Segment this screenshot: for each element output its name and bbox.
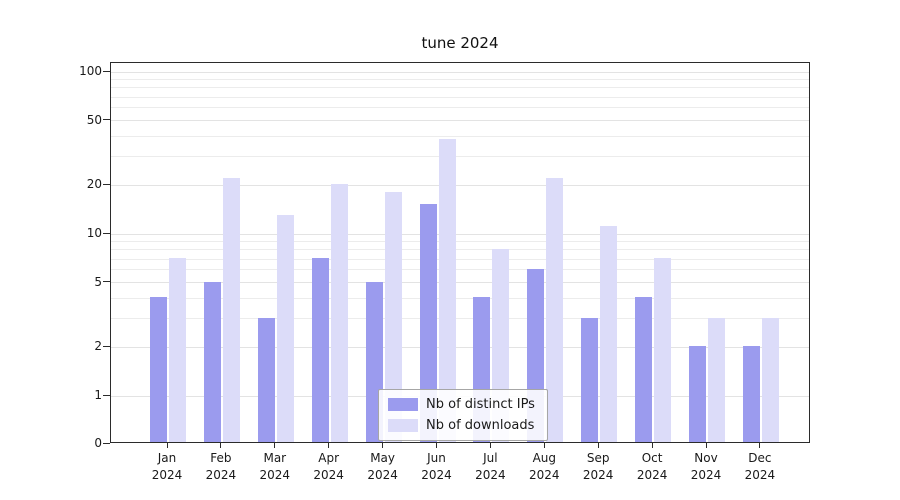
- y-tick-label: 100: [79, 64, 102, 78]
- bar-sep-ips: [581, 317, 599, 442]
- y-tick-label: 2: [94, 339, 102, 354]
- x-tick-mark: [382, 443, 384, 448]
- gridline: [111, 233, 809, 235]
- y-tick-mark: [103, 183, 110, 185]
- bar-oct-downloads: [654, 258, 672, 442]
- gridline: [111, 318, 809, 320]
- y-tick-label: 10: [86, 226, 102, 240]
- x-tick-mark: [597, 443, 599, 448]
- x-tick-label: Jul 2024: [475, 451, 506, 482]
- y-tick-mark: [103, 70, 110, 72]
- bar-may-downloads: [384, 191, 402, 442]
- gridline: [111, 71, 809, 73]
- gridline: [111, 107, 809, 109]
- gridline: [111, 78, 809, 80]
- legend-label-distinct-ips: Nb of distinct IPs: [426, 397, 535, 412]
- plot-area: [110, 62, 810, 443]
- x-tick-label: Oct 2024: [636, 451, 668, 482]
- bar-dec-downloads: [761, 317, 779, 442]
- bar-jun-ips: [419, 204, 437, 442]
- bar-nov-downloads: [708, 317, 725, 442]
- y-tick-label: 0: [94, 436, 102, 450]
- y-tick-mark: [103, 394, 110, 396]
- bar-nov-ips: [689, 346, 706, 442]
- gridline: [111, 346, 809, 348]
- y-tick-mark: [103, 119, 110, 121]
- gridline: [111, 258, 809, 260]
- legend-label-downloads: Nb of downloads: [426, 418, 535, 433]
- x-tick-label: Jun 2024: [421, 451, 452, 482]
- legend-swatch-distinct-ips: [388, 398, 418, 411]
- bar-oct-ips: [635, 297, 653, 442]
- legend-swatch-downloads: [388, 419, 418, 432]
- bar-feb-ips: [203, 281, 221, 442]
- x-tick-mark: [220, 443, 222, 448]
- x-tick-label: Nov 2024: [690, 451, 722, 482]
- x-tick-mark: [705, 443, 707, 448]
- bar-jun-downloads: [438, 139, 456, 442]
- bar-mar-downloads: [276, 214, 294, 442]
- y-tick-label: 5: [94, 274, 102, 289]
- x-tick-mark: [759, 443, 761, 448]
- bar-aug-downloads: [546, 177, 564, 442]
- x-tick-label: May 2024: [367, 451, 398, 482]
- y-tick-mark: [103, 232, 110, 234]
- y-tick-label: 50: [86, 112, 102, 127]
- x-tick-mark: [651, 443, 653, 448]
- y-tick-mark: [103, 345, 110, 347]
- gridline: [111, 96, 809, 98]
- gridline: [111, 156, 809, 158]
- legend: Nb of distinct IPs Nb of downloads: [378, 389, 548, 441]
- gridline: [111, 240, 809, 242]
- x-tick-mark: [489, 443, 491, 448]
- y-tick-mark: [103, 442, 110, 444]
- x-tick-label: Dec 2024: [744, 451, 776, 482]
- x-tick-mark: [166, 443, 168, 448]
- gridline: [111, 297, 809, 299]
- bar-feb-downloads: [222, 177, 240, 442]
- y-tick-label: 1: [94, 388, 102, 402]
- y-tick-label: 20: [86, 177, 102, 192]
- legend-row-downloads: Nb of downloads: [388, 418, 535, 433]
- gridline: [111, 269, 809, 271]
- bar-mar-ips: [257, 317, 275, 442]
- y-tick-mark: [103, 281, 110, 283]
- gridline: [111, 135, 809, 137]
- x-tick-label: Feb 2024: [205, 451, 237, 482]
- bar-apr-downloads: [330, 184, 348, 442]
- x-tick-label: Jan 2024: [151, 451, 183, 482]
- bar-dec-ips: [742, 346, 760, 442]
- chart-title: tune 2024: [421, 34, 499, 52]
- legend-row-distinct-ips: Nb of distinct IPs: [388, 397, 535, 412]
- bar-apr-ips: [311, 258, 329, 442]
- bar-jan-ips: [150, 297, 167, 442]
- x-tick-mark: [274, 443, 276, 448]
- bar-jan-downloads: [169, 258, 186, 442]
- x-tick-label: Mar 2024: [259, 451, 291, 482]
- x-tick-mark: [436, 443, 437, 448]
- gridline: [111, 87, 809, 89]
- bar-sep-downloads: [600, 226, 618, 442]
- gridline: [111, 249, 809, 251]
- x-tick-label: Apr 2024: [313, 451, 344, 482]
- gridline: [111, 184, 809, 186]
- gridline: [111, 282, 809, 284]
- x-tick-mark: [328, 443, 330, 448]
- gridline: [111, 120, 809, 122]
- x-tick-label: Aug 2024: [529, 451, 560, 482]
- x-tick-label: Sep 2024: [582, 451, 614, 482]
- x-tick-mark: [543, 443, 545, 448]
